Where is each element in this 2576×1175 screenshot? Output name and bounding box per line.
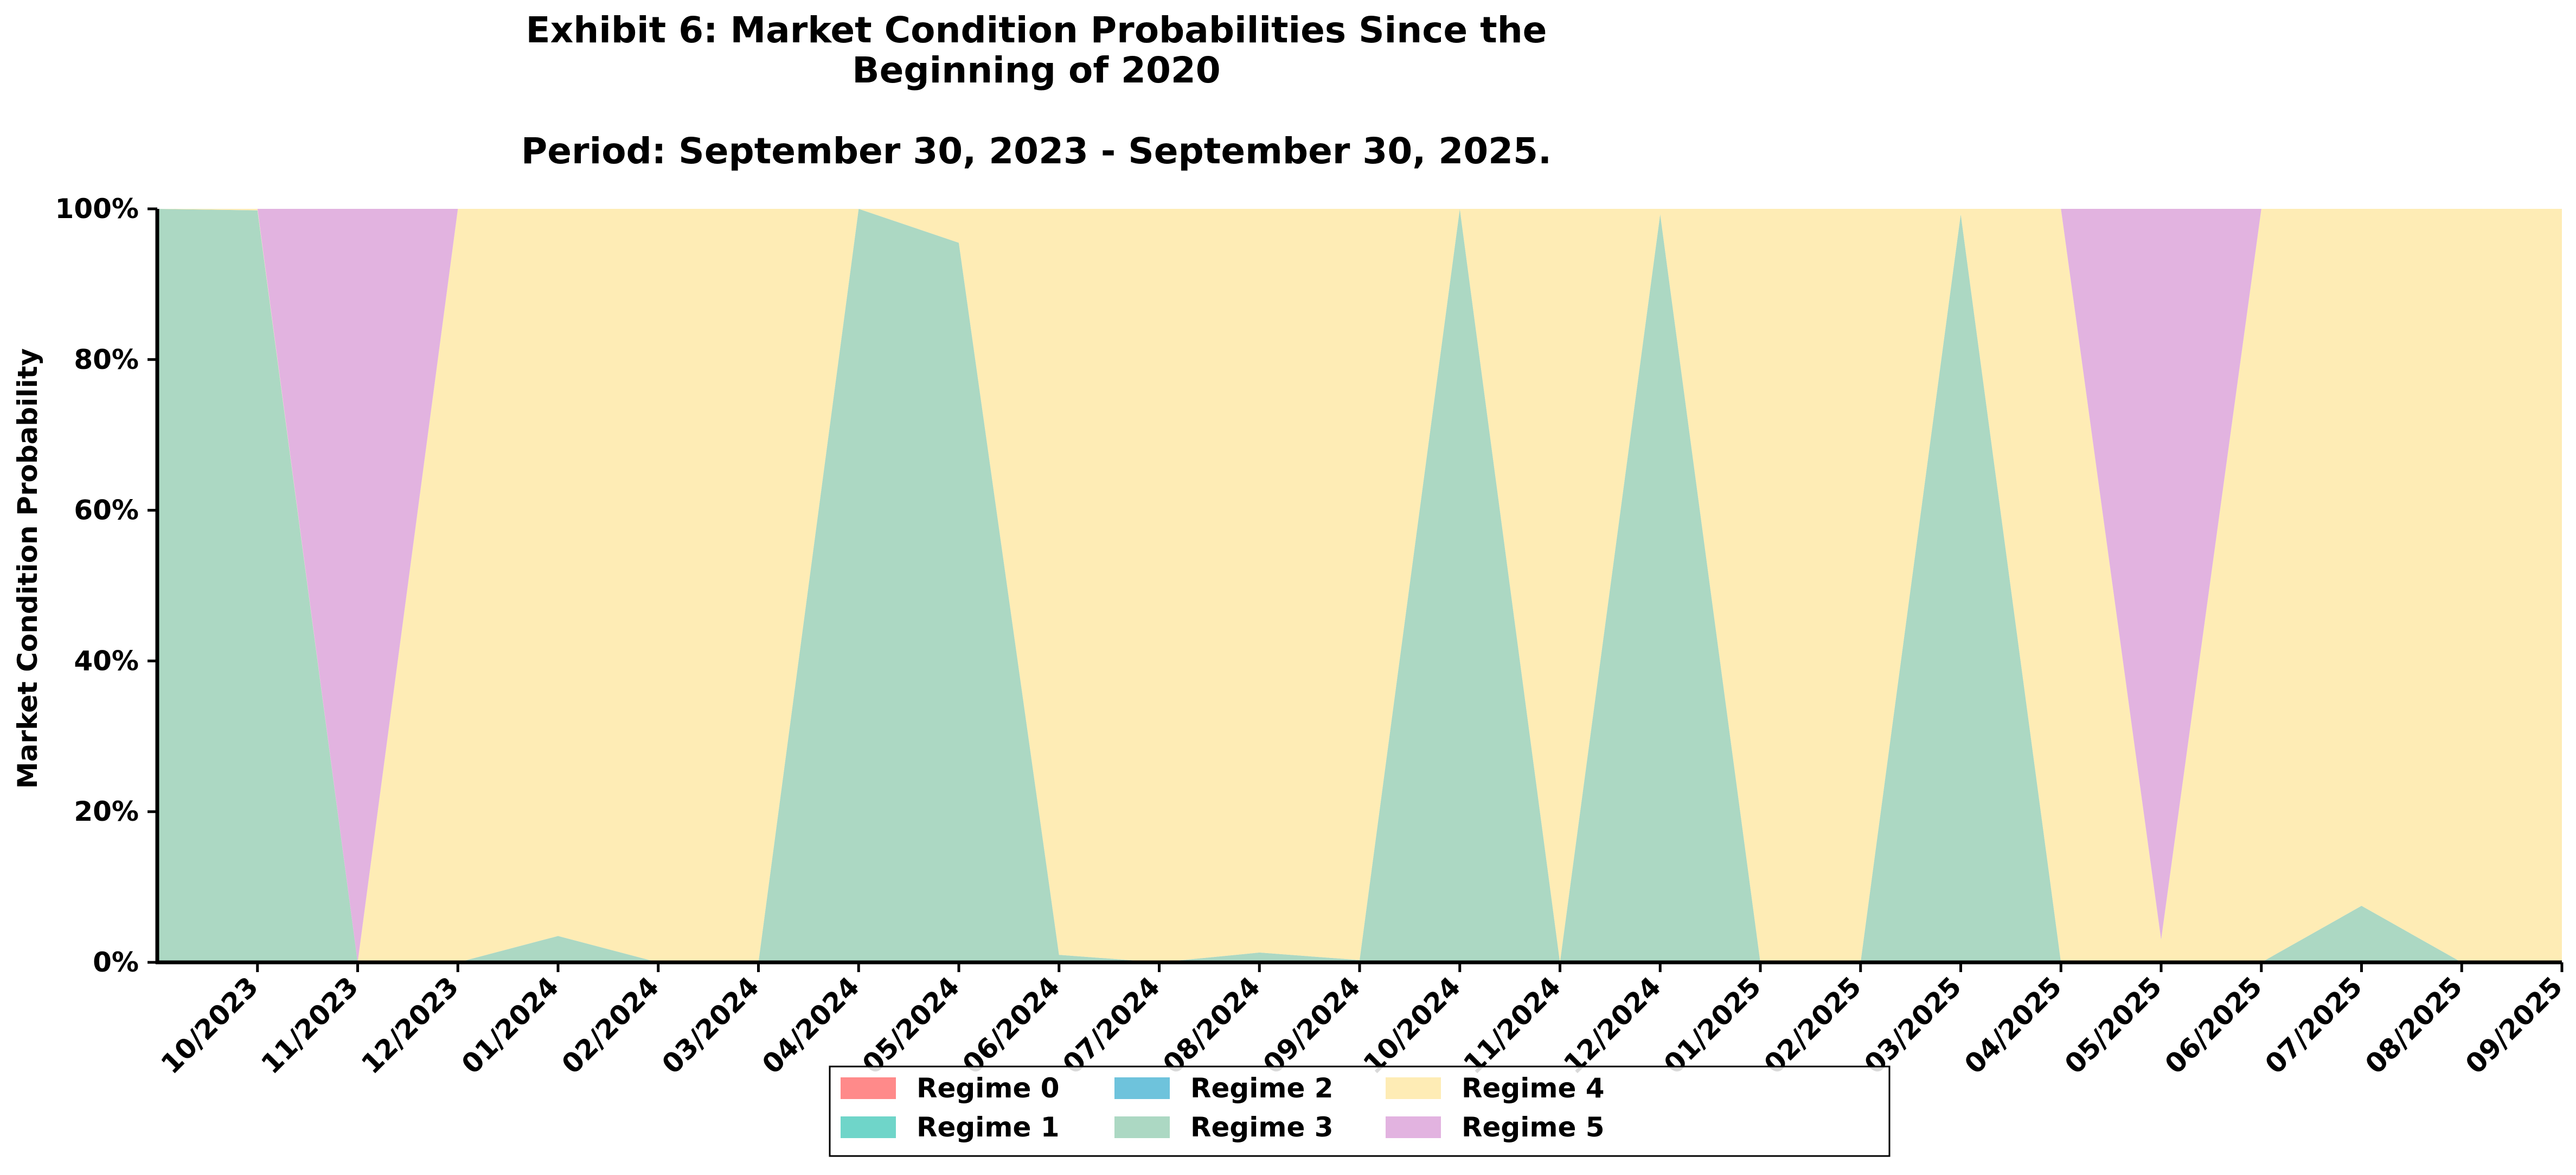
x-tick-label: 09/2024 [1257, 970, 1367, 1080]
legend-label: Regime 4 [1462, 1072, 1605, 1104]
chart-title-line-1: Exhibit 6: Market Condition Probabilitie… [526, 9, 1547, 51]
x-tick-label: 08/2025 [2359, 970, 2469, 1080]
y-tick-label: 20% [74, 796, 139, 827]
legend-item: Regime 5 [1386, 1112, 1605, 1143]
chart-title-line-2: Beginning of 2020 [852, 49, 1220, 91]
legend: Regime 0 Regime 1 Regime 2 Regime 3 Regime 4… [829, 1065, 1891, 1157]
y-tick-label: 0% [93, 947, 139, 978]
x-tick-label: 02/2024 [556, 970, 665, 1080]
x-tick-label: 08/2024 [1157, 970, 1266, 1080]
area-regime-5 [157, 209, 2562, 962]
x-tick-label: 12/2023 [355, 970, 465, 1080]
x-tick-label: 11/2023 [255, 970, 364, 1080]
x-tick-label: 11/2024 [1457, 970, 1567, 1080]
x-tick-label: 04/2025 [1958, 970, 2068, 1080]
legend-item: Regime 0 [841, 1072, 1060, 1104]
legend-swatch [1114, 1116, 1170, 1138]
x-tick-label: 03/2025 [1858, 970, 1968, 1080]
legend-frame [829, 1065, 1891, 1157]
area-regime-4 [157, 209, 2562, 962]
legend-label: Regime 0 [917, 1072, 1060, 1104]
y-tick-label: 100% [55, 193, 139, 225]
x-tick-label: 04/2024 [756, 970, 866, 1080]
y-tick-label: 80% [74, 344, 139, 375]
x-tick-label: 10/2024 [1357, 970, 1467, 1080]
x-tick-label: 07/2024 [1056, 970, 1166, 1080]
legend-label: Regime 2 [1190, 1072, 1334, 1104]
legend-item: Regime 1 [841, 1112, 1060, 1143]
x-tick-label: 06/2024 [957, 970, 1066, 1080]
x-tick-label: 05/2025 [2059, 970, 2168, 1080]
x-tick-label: 01/2024 [456, 970, 565, 1080]
legend-swatch [1386, 1077, 1441, 1099]
y-axis-label: Market Condition Probability [12, 348, 43, 789]
legend-swatch [841, 1116, 896, 1138]
x-tick-label: 02/2025 [1758, 970, 1868, 1080]
x-tick-label: 10/2023 [155, 970, 265, 1080]
x-tick-label: 01/2025 [1658, 970, 1767, 1080]
x-tick-label: 09/2025 [2459, 970, 2569, 1080]
x-tick-label: 03/2024 [656, 970, 765, 1080]
x-tick-label: 12/2024 [1558, 970, 1667, 1080]
chart-subtitle: Period: September 30, 2023 - September 3… [521, 130, 1552, 172]
legend-label: Regime 5 [1462, 1112, 1605, 1143]
y-tick-label: 60% [74, 495, 139, 526]
legend-label: Regime 3 [1190, 1112, 1334, 1143]
legend-swatch [1386, 1116, 1441, 1138]
y-tick-label: 40% [74, 645, 139, 676]
x-tick-label: 07/2025 [2259, 970, 2368, 1080]
legend-item: Regime 4 [1386, 1072, 1605, 1104]
legend-label: Regime 1 [917, 1112, 1060, 1143]
legend-swatch [841, 1077, 896, 1099]
area-layers [157, 209, 2562, 962]
x-tick-label: 06/2025 [2159, 970, 2269, 1080]
area-regime-3 [157, 209, 2562, 962]
x-tick-label: 05/2024 [856, 970, 966, 1080]
legend-item: Regime 2 [1114, 1072, 1334, 1104]
legend-item: Regime 3 [1114, 1112, 1334, 1143]
legend-swatch [1114, 1077, 1170, 1099]
